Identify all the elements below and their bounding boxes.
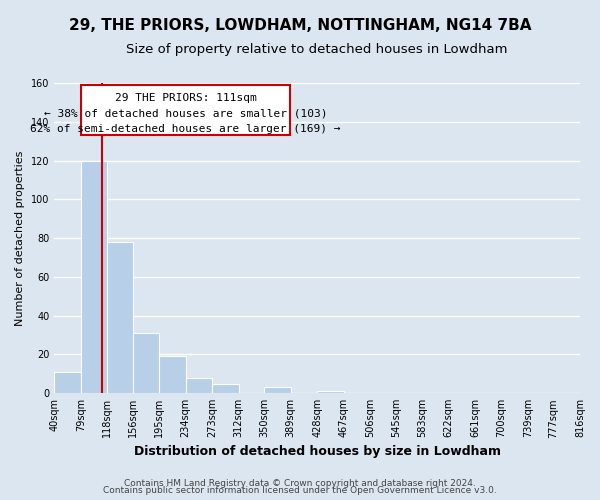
Bar: [107, 242, 133, 393]
Y-axis label: Number of detached properties: Number of detached properties: [16, 150, 25, 326]
Bar: [212, 384, 239, 393]
Bar: [54, 372, 81, 393]
Text: Contains HM Land Registry data © Crown copyright and database right 2024.: Contains HM Land Registry data © Crown c…: [124, 478, 476, 488]
Text: 29, THE PRIORS, LOWDHAM, NOTTINGHAM, NG14 7BA: 29, THE PRIORS, LOWDHAM, NOTTINGHAM, NG1…: [69, 18, 531, 32]
Bar: [160, 356, 186, 393]
Text: 29 THE PRIORS: 111sqm: 29 THE PRIORS: 111sqm: [115, 92, 256, 102]
Bar: [81, 160, 107, 393]
X-axis label: Distribution of detached houses by size in Lowdham: Distribution of detached houses by size …: [134, 444, 500, 458]
Text: 62% of semi-detached houses are larger (169) →: 62% of semi-detached houses are larger (…: [30, 124, 341, 134]
Bar: [186, 378, 212, 393]
Title: Size of property relative to detached houses in Lowdham: Size of property relative to detached ho…: [127, 42, 508, 56]
Bar: [265, 388, 291, 393]
Bar: [317, 392, 344, 393]
Bar: [133, 333, 160, 393]
Text: ← 38% of detached houses are smaller (103): ← 38% of detached houses are smaller (10…: [44, 108, 327, 118]
Text: Contains public sector information licensed under the Open Government Licence v3: Contains public sector information licen…: [103, 486, 497, 495]
FancyBboxPatch shape: [81, 85, 290, 136]
